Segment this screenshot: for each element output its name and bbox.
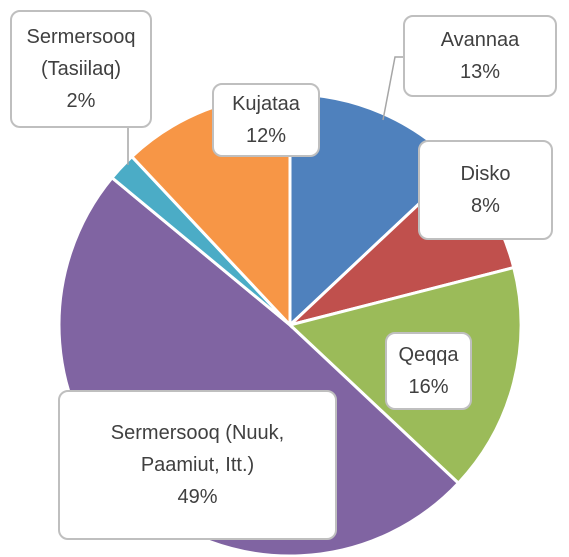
data-label: Avannaa 13%	[403, 15, 557, 97]
value-label: 2%	[66, 90, 96, 112]
category-label: Sermersooq (Nuuk, Paamiut, Itt.)	[110, 422, 285, 476]
value-label: 8%	[471, 195, 500, 217]
data-label: Sermersooq (Tasiilaq) 2%	[10, 10, 152, 128]
data-label: Kujataa 12%	[212, 83, 320, 157]
value-label: 16%	[408, 376, 449, 398]
category-label: Kujataa	[232, 93, 300, 115]
data-label: Disko 8%	[418, 140, 553, 240]
value-label: 49%	[177, 486, 218, 508]
leader-line	[382, 56, 403, 121]
data-label: Sermersooq (Nuuk, Paamiut, Itt.) 49%	[58, 390, 337, 540]
category-label: Sermersooq (Tasiilaq)	[26, 26, 136, 80]
data-label: Qeqqa 16%	[385, 332, 472, 410]
value-label: 13%	[459, 61, 501, 83]
value-label: 12%	[245, 125, 287, 147]
category-label: Disko	[460, 163, 511, 185]
category-label: Qeqqa	[398, 344, 459, 366]
category-label: Avannaa	[440, 29, 520, 51]
